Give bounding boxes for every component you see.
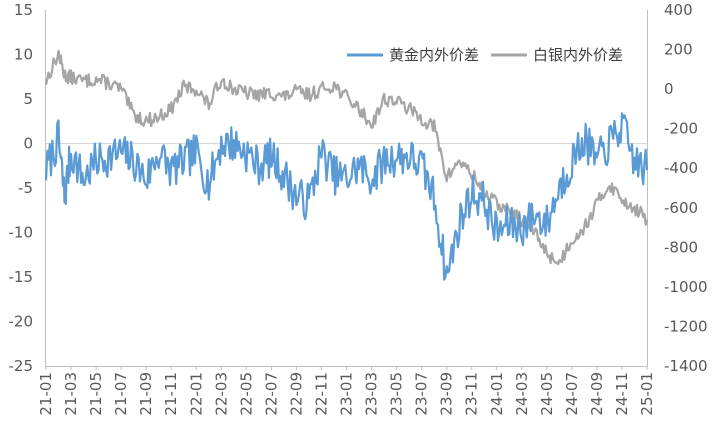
x-tick-label: 22-05 (237, 372, 255, 416)
right-tick-label: 0 (664, 80, 674, 98)
x-tick-label: 24-01 (488, 372, 506, 416)
x-axis-ticks: 21-01 21-03 21-05 21-07 21-09 21-11 22-01 22-03… (37, 366, 656, 416)
x-tick-label: 23-03 (363, 372, 381, 416)
left-tick-label: -15 (9, 268, 34, 286)
x-tick-label: 24-07 (563, 372, 581, 416)
x-tick-label: 23-09 (438, 372, 456, 416)
series-line-gold-spread (44, 112, 649, 281)
right-axis-ticks: 400 200 0 -200 -400 -600 -800 -1000 -1200 -1400 (664, 1, 708, 375)
left-tick-label: -5 (18, 179, 33, 197)
left-tick-label: 10 (14, 46, 33, 64)
right-tick-label: -1000 (664, 278, 708, 296)
x-tick-label: 23-07 (413, 372, 431, 416)
x-tick-label: 23-05 (388, 372, 406, 416)
right-tick-label: -800 (664, 238, 698, 256)
right-tick-label: -400 (664, 159, 698, 177)
right-tick-label: -1400 (664, 357, 708, 375)
x-tick-label: 21-05 (87, 372, 105, 416)
legend-label: 白银内外价差 (533, 46, 623, 64)
x-tick-label: 23-01 (338, 372, 356, 416)
left-tick-label: 15 (14, 1, 33, 19)
left-axis-ticks: 15 10 5 0 -5 -10 -15 -20 -25 (9, 1, 34, 375)
x-tick-label: 21-07 (112, 372, 130, 416)
x-tick-label: 22-11 (312, 372, 330, 416)
x-tick-label: 22-03 (212, 372, 230, 416)
left-tick-label: -20 (9, 313, 34, 331)
series-line-silver-spread (44, 49, 649, 266)
x-tick-label: 25-01 (638, 372, 656, 416)
series-layer (44, 49, 649, 281)
legend: 黄金内外价差 白银内外价差 (347, 46, 623, 64)
left-tick-label: -10 (9, 224, 34, 242)
x-tick-label: 24-11 (613, 372, 631, 416)
x-tick-label: 21-01 (37, 372, 55, 416)
x-tick-label: 21-03 (62, 372, 80, 416)
right-tick-label: -200 (664, 120, 698, 138)
right-tick-label: -1200 (664, 317, 708, 335)
legend-label: 黄金内外价差 (389, 46, 479, 64)
x-tick-label: 24-05 (538, 372, 556, 416)
left-tick-label: -25 (9, 357, 34, 375)
right-tick-label: 400 (664, 1, 693, 19)
left-tick-label: 0 (23, 135, 33, 153)
right-tick-label: 200 (664, 41, 693, 59)
x-tick-label: 21-09 (137, 372, 155, 416)
x-tick-label: 22-07 (262, 372, 280, 416)
x-tick-label: 21-11 (162, 372, 180, 416)
right-tick-label: -600 (664, 199, 698, 217)
x-tick-label: 24-09 (588, 372, 606, 416)
left-tick-label: 5 (23, 90, 33, 108)
x-tick-label: 24-03 (513, 372, 531, 416)
x-tick-label: 22-01 (187, 372, 205, 416)
x-tick-label: 23-11 (463, 372, 481, 416)
x-tick-label: 22-09 (287, 372, 305, 416)
